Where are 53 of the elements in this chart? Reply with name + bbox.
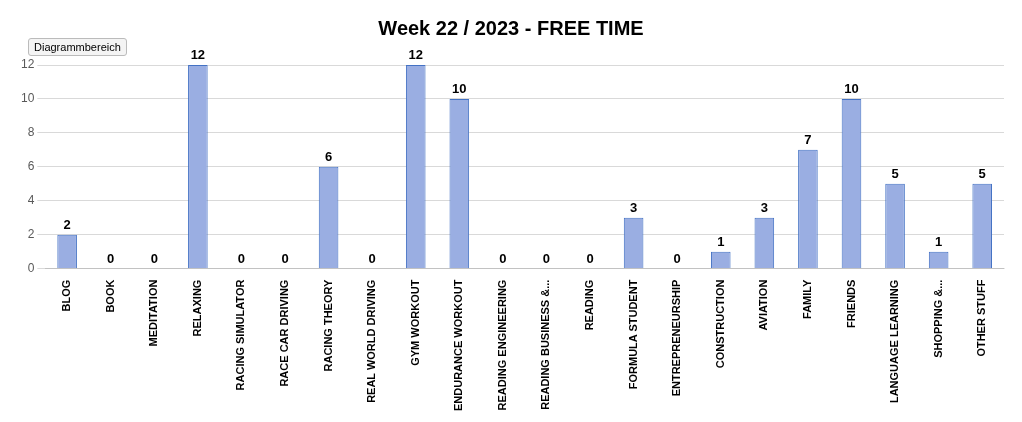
data-label: 5 [978, 165, 986, 181]
x-tick-label: ENDURANCE WORKOUT [452, 279, 465, 412]
x-tick-label: FAMILY [800, 278, 813, 319]
data-label: 5 [891, 165, 899, 181]
y-tick-label: 12 [20, 57, 35, 72]
x-tick-label: AVIATION [757, 279, 770, 331]
x-tick-label: READING [583, 279, 596, 331]
y-tick-label: 2 [27, 226, 35, 241]
x-tick-label: GYM WORKOUT [408, 279, 421, 366]
data-label: 10 [452, 81, 467, 97]
x-tick-label: READING ENGINEERING [495, 279, 508, 411]
data-label: 1 [935, 233, 943, 249]
data-label: 0 [368, 250, 376, 266]
y-tick-label: 8 [27, 125, 35, 140]
text: Diagrammbereich [28, 38, 127, 56]
x-tick-label: OTHER STUFF [975, 279, 988, 357]
data-label: 7 [804, 131, 812, 147]
data-label: 12 [190, 47, 206, 63]
data-label: 0 [542, 250, 551, 266]
x-tick-label: RACING THEORY [321, 278, 334, 372]
data-label: 3 [760, 199, 768, 215]
x-tick-label: REAL WORLD DRIVING [365, 279, 378, 403]
x-tick-label: BOOK [103, 279, 116, 313]
data-label: 0 [237, 250, 246, 266]
data-label: 1 [717, 233, 725, 249]
x-tick-label: RELAXING [190, 279, 203, 337]
data-label: 2 [63, 216, 71, 232]
x-tick-label: FORMULA STUDENT [626, 279, 639, 390]
data-label: 0 [107, 250, 115, 266]
chart-title: Week 22 / 2023 - FREE TIME [378, 16, 644, 39]
x-tick-label: CONSTRUCTION [713, 279, 726, 369]
y-tick-label: 6 [27, 159, 35, 174]
x-tick-label: LANGUAGE LEARNING [888, 279, 901, 404]
data-label: 3 [629, 199, 638, 215]
x-tick-label: READING BUSINESS &... [539, 279, 552, 410]
data-label: 0 [586, 250, 594, 266]
data-label: 12 [408, 47, 423, 63]
x-tick-label: SHOPPING &... [931, 279, 944, 358]
data-label: 0 [499, 250, 507, 266]
x-tick-label: RACE CAR DRIVING [278, 279, 291, 387]
x-tick-label: RACING SIMULATOR [234, 279, 247, 391]
x-tick-label: FRIENDS [844, 279, 857, 328]
data-label: 6 [324, 148, 333, 164]
x-tick-label: ENTREPRENEURSHIP [670, 279, 683, 397]
y-tick-label: 0 [27, 260, 35, 275]
x-tick-label: BLOG [60, 279, 73, 312]
data-label: 10 [844, 81, 859, 97]
y-tick-label: 10 [20, 91, 35, 106]
data-label: 0 [150, 250, 158, 266]
data-label: 0 [673, 250, 681, 266]
data-label: 0 [281, 250, 289, 266]
y-tick-label: 4 [27, 193, 35, 208]
x-tick-label: MEDITATION [147, 279, 160, 347]
